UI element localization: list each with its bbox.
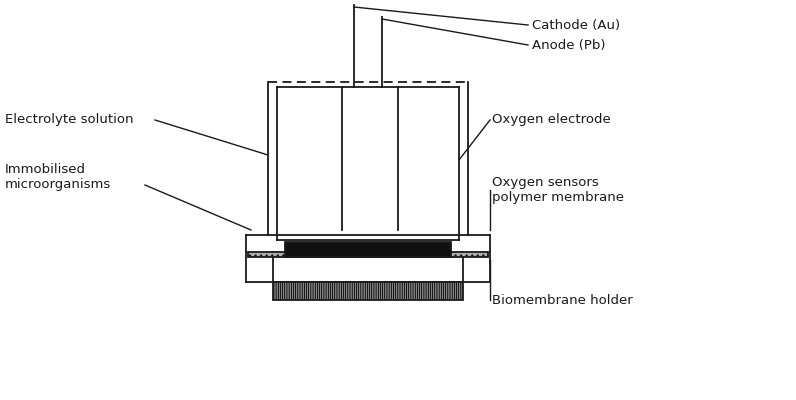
Text: Cathode (Au): Cathode (Au) xyxy=(532,18,620,32)
Bar xyxy=(248,252,488,257)
Bar xyxy=(285,242,451,257)
Text: Biomembrane holder: Biomembrane holder xyxy=(492,294,633,306)
Bar xyxy=(273,282,463,300)
Text: Anode (Pb): Anode (Pb) xyxy=(532,38,606,52)
Text: Immobilised
microorganisms: Immobilised microorganisms xyxy=(5,163,111,191)
Text: Electrolyte solution: Electrolyte solution xyxy=(5,114,134,126)
Text: Oxygen electrode: Oxygen electrode xyxy=(492,114,611,126)
Text: Oxygen sensors
polymer membrane: Oxygen sensors polymer membrane xyxy=(492,176,624,204)
